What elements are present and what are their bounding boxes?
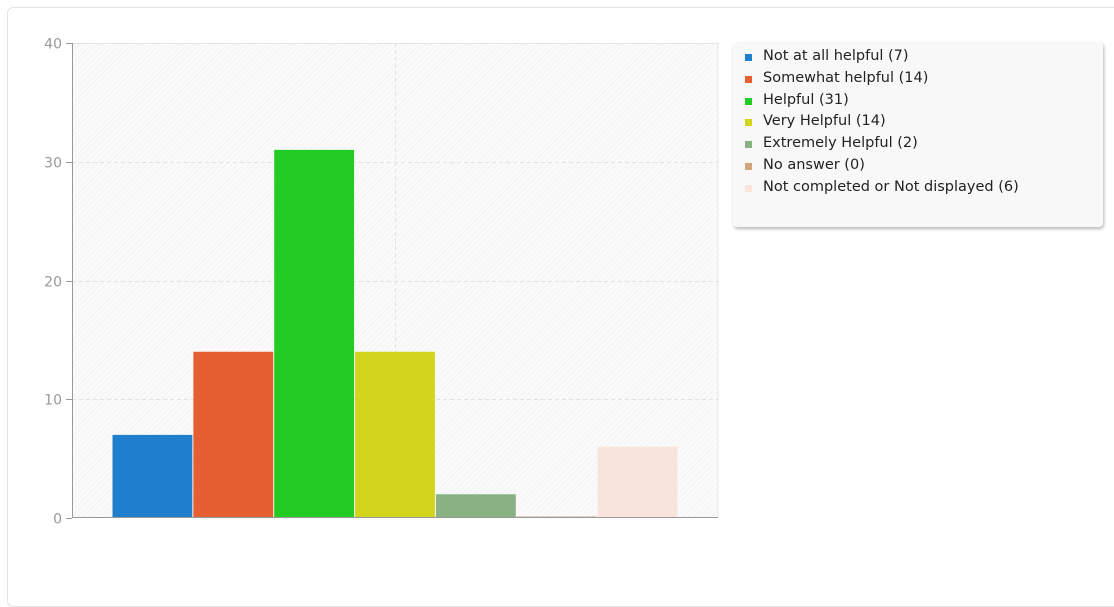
y-tick-label: 30 <box>44 156 62 172</box>
bar-somewhat-helpful[interactable] <box>193 351 274 518</box>
legend-item[interactable]: Very Helpful (14) <box>733 111 1103 133</box>
bar-chart: 0 10 20 30 40 <box>44 37 719 528</box>
legend-label: Extremely Helpful (2) <box>763 135 918 152</box>
y-tick-label: 40 <box>44 37 62 53</box>
legend-item[interactable]: Extremely Helpful (2) <box>733 133 1103 155</box>
legend-item[interactable]: Somewhat helpful (14) <box>733 68 1103 90</box>
chart-legend: Not at all helpful (7) Somewhat helpful (… <box>733 42 1103 227</box>
bar-not-at-all-helpful[interactable] <box>112 434 193 518</box>
legend-item[interactable]: Not completed or Not displayed (6) <box>733 177 1103 199</box>
y-axis-ticks: 0 10 20 30 40 <box>44 37 72 528</box>
legend-label: Somewhat helpful (14) <box>763 69 929 86</box>
legend-swatch <box>745 97 752 105</box>
legend-swatch <box>745 184 752 192</box>
legend-label: Helpful (31) <box>763 91 849 108</box>
legend-swatch <box>745 141 752 149</box>
legend-item[interactable]: No answer (0) <box>733 155 1103 177</box>
bar-extremely-helpful[interactable] <box>435 494 516 518</box>
legend-swatch <box>745 54 752 61</box>
bars <box>112 149 678 518</box>
y-tick-label: 0 <box>53 512 62 528</box>
legend-label: Not completed or Not displayed (6) <box>763 178 1019 195</box>
y-tick-label: 20 <box>44 275 62 291</box>
legend-label: Very Helpful (14) <box>763 113 886 130</box>
bar-very-helpful[interactable] <box>355 351 435 518</box>
legend-swatch <box>745 162 752 170</box>
legend-label: No answer (0) <box>763 156 865 173</box>
legend-swatch <box>745 75 752 83</box>
legend-swatch <box>745 119 752 127</box>
legend-item[interactable]: Helpful (31) <box>733 90 1103 112</box>
y-tick-label: 10 <box>44 393 62 409</box>
bar-helpful[interactable] <box>274 149 355 518</box>
legend-item[interactable]: Not at all helpful (7) <box>733 46 1103 68</box>
bar-not-completed-or-not-displayed[interactable] <box>597 446 678 518</box>
legend-label: Not at all helpful (7) <box>763 48 909 64</box>
